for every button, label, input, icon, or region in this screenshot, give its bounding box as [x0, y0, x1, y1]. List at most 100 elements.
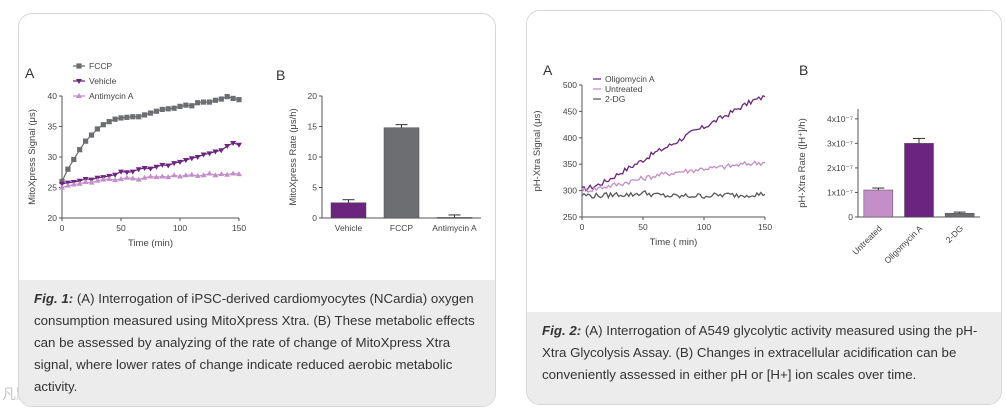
figure-1-caption: Fig. 1: (A) Interrogation of iPSC-derive…: [19, 280, 495, 406]
x-tick-label: 2-DG: [944, 223, 965, 244]
data-point: [177, 159, 183, 165]
data-point: [224, 144, 231, 150]
data-point: [94, 126, 100, 132]
data-point: [212, 172, 219, 178]
data-point: [123, 170, 130, 176]
chart-fig2a: 250 300 350 400 450 500 0 50 100 150 Time ( min) pH…: [532, 62, 772, 248]
data-point: [189, 103, 195, 109]
data-point: [142, 112, 148, 118]
x-tick-label: 0: [580, 222, 585, 232]
data-point: [194, 155, 201, 160]
x-tick-label: 100: [173, 223, 187, 233]
x-tick-label: 150: [758, 222, 772, 232]
series-2-dg: [581, 190, 766, 200]
y-tick-label: 5: [312, 183, 317, 193]
y-tick-label: 20: [48, 213, 58, 223]
data-point: [147, 166, 154, 172]
data-point: [177, 173, 183, 179]
y-tick-label: 300: [563, 186, 577, 196]
y-tick-label: 350: [563, 159, 577, 169]
data-point: [230, 95, 236, 102]
data-point: [206, 151, 213, 157]
data-point: [165, 106, 171, 112]
data-point: [159, 106, 165, 113]
y-tick-label: 3x10⁻⁷: [827, 138, 853, 148]
legend-swatch-marker: [76, 79, 82, 84]
series-line: [581, 160, 766, 194]
x-tick-label: 50: [638, 222, 648, 232]
data-point: [236, 97, 242, 103]
data-point: [236, 142, 242, 148]
data-point: [94, 177, 101, 183]
legend-label: Untreated: [605, 84, 643, 94]
figure-2-caption-label: Fig. 2:: [542, 323, 582, 338]
data-point: [112, 177, 119, 183]
data-point: [88, 132, 95, 138]
data-point: [124, 114, 130, 120]
data-point: [218, 96, 224, 102]
data-point: [182, 158, 189, 164]
figure-1-caption-text: (A) Interrogation of iPSC-derived cardio…: [34, 291, 475, 394]
data-point: [59, 178, 65, 184]
data-point: [135, 167, 142, 173]
x-tick-label: 150: [232, 223, 246, 233]
data-point: [112, 116, 118, 122]
series-untreated: [581, 160, 766, 194]
data-point: [218, 148, 225, 154]
bar: [436, 217, 473, 219]
x-tick-label: 100: [697, 222, 711, 232]
data-point: [135, 176, 142, 182]
x-tick-label: FCCP: [390, 223, 413, 233]
x-tick-label: 0: [60, 223, 65, 233]
x-tick-label: 50: [116, 223, 126, 233]
data-point: [130, 114, 136, 120]
data-point: [100, 176, 107, 182]
y-tick-label: 40: [48, 91, 58, 101]
series-oligomycin-a: [581, 95, 766, 192]
panel-label: A: [25, 65, 35, 81]
series-vehicle: [59, 140, 242, 187]
x-tick-label: Antimycin A: [432, 223, 477, 233]
y-tick-label: 1x10⁻⁷: [827, 187, 853, 197]
y-tick-label: 10: [308, 152, 318, 162]
y-tick-label: 500: [563, 80, 577, 90]
data-point: [147, 110, 154, 116]
figure-1-caption-label: Fig. 1:: [34, 291, 74, 306]
panel-label: B: [276, 67, 285, 83]
data-point: [59, 184, 65, 190]
bar: [330, 202, 367, 219]
chart-fig1a: 20 25 30 35 40 0 50 100 150 Time (min) MitoXpress …: [25, 61, 246, 249]
data-point: [153, 108, 159, 114]
legend-label: Antimycin A: [89, 91, 134, 101]
chart-fig1b: 0 5 10 15 20 MitoXpress Rate (μs/h) B Vehicle FC…: [276, 67, 481, 233]
data-point: [230, 170, 237, 176]
data-point: [236, 171, 242, 177]
series-fccp: [59, 94, 242, 184]
data-point: [64, 182, 71, 188]
data-point: [194, 172, 201, 178]
data-point: [118, 175, 124, 181]
y-axis-label: MitoXpress Signal (μs): [27, 109, 38, 205]
data-point: [70, 181, 77, 187]
data-point: [159, 173, 166, 179]
data-point: [177, 103, 183, 109]
y-tick-label: 450: [563, 106, 577, 116]
data-point: [218, 171, 225, 177]
y-tick-label: 15: [308, 122, 318, 132]
y-axis-label: MitoXpress Rate (μs/h): [288, 108, 299, 205]
data-point: [171, 161, 178, 167]
data-point: [83, 138, 89, 144]
figure-2-caption: Fig. 2: (A) Interrogation of A549 glycol…: [527, 312, 1001, 404]
figure-1-card: 20 25 30 35 40 0 50 100 150 Time (min) MitoXpress …: [18, 13, 496, 407]
x-tick-label: Untreated: [850, 223, 884, 257]
data-point: [153, 174, 160, 180]
data-point: [118, 115, 124, 121]
data-point: [141, 165, 148, 171]
data-point: [136, 114, 142, 120]
series-line: [581, 95, 766, 192]
y-tick-label: 25: [48, 183, 58, 193]
x-tick-label: Vehicle: [335, 223, 363, 233]
data-point: [230, 140, 237, 146]
legend-label: Oligomycin A: [605, 74, 655, 84]
figure-2-caption-text: (A) Interrogation of A549 glycolytic act…: [542, 323, 978, 382]
